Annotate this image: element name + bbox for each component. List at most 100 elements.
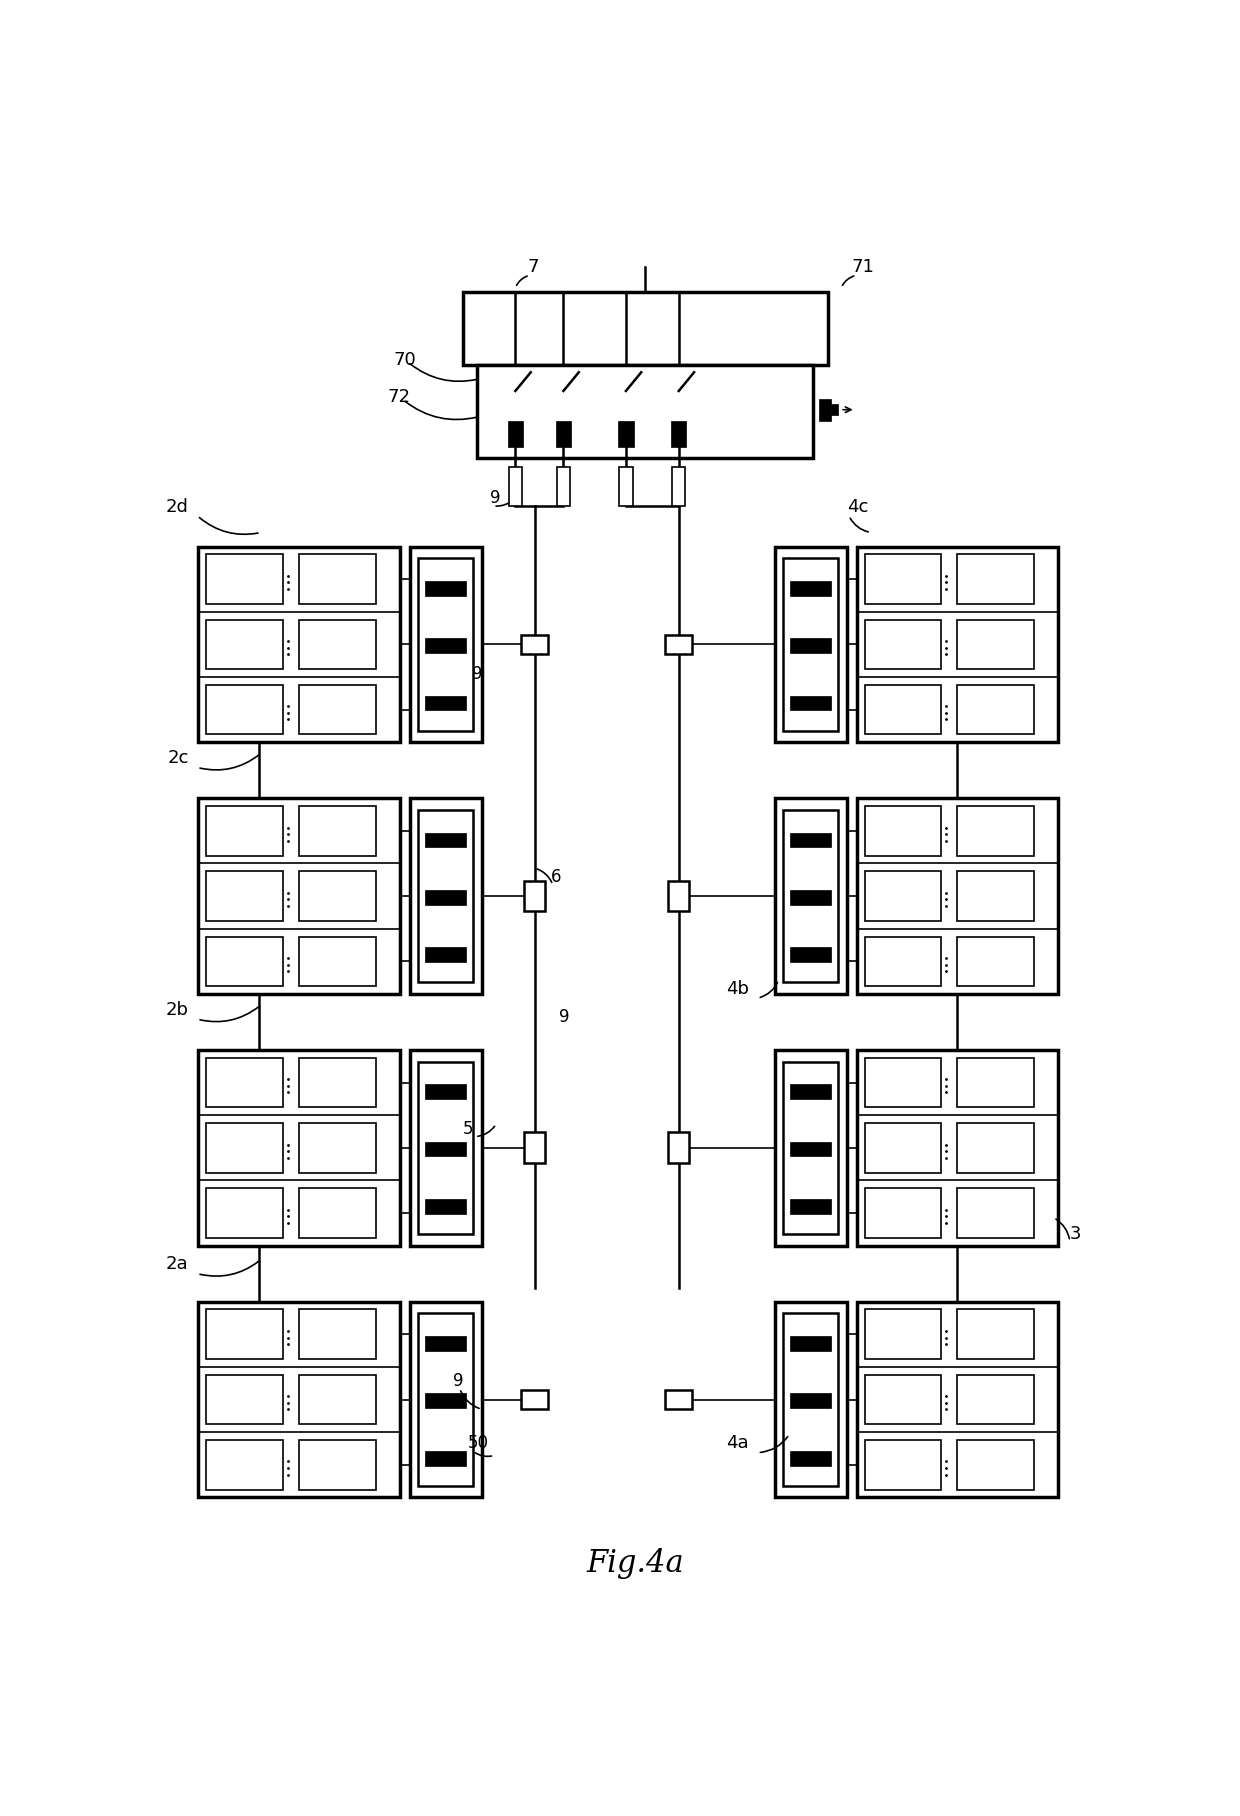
- Polygon shape: [409, 1302, 481, 1498]
- Polygon shape: [957, 1188, 1034, 1239]
- Polygon shape: [425, 639, 466, 654]
- Polygon shape: [671, 421, 687, 447]
- Polygon shape: [619, 467, 632, 507]
- Polygon shape: [299, 937, 376, 986]
- Polygon shape: [299, 1122, 376, 1173]
- Polygon shape: [409, 799, 481, 993]
- Polygon shape: [790, 1337, 832, 1351]
- Polygon shape: [425, 948, 466, 962]
- Polygon shape: [206, 619, 283, 670]
- Polygon shape: [299, 806, 376, 855]
- Polygon shape: [864, 806, 941, 855]
- Polygon shape: [775, 799, 847, 993]
- Polygon shape: [206, 1057, 283, 1108]
- Polygon shape: [198, 1302, 401, 1498]
- Polygon shape: [198, 799, 401, 993]
- Polygon shape: [857, 1302, 1058, 1498]
- Polygon shape: [864, 872, 941, 921]
- Polygon shape: [957, 619, 1034, 670]
- Polygon shape: [864, 1057, 941, 1108]
- Polygon shape: [556, 421, 572, 447]
- Text: 2a: 2a: [166, 1255, 188, 1273]
- Polygon shape: [425, 696, 466, 710]
- Polygon shape: [425, 1199, 466, 1213]
- Polygon shape: [521, 1389, 548, 1409]
- Polygon shape: [418, 810, 474, 982]
- Text: 2b: 2b: [166, 1001, 188, 1019]
- Polygon shape: [790, 1451, 832, 1466]
- Polygon shape: [666, 1389, 692, 1409]
- Polygon shape: [206, 1188, 283, 1239]
- Text: 4c: 4c: [847, 498, 868, 516]
- Polygon shape: [790, 581, 832, 596]
- Polygon shape: [525, 1133, 546, 1164]
- Text: 50: 50: [467, 1435, 489, 1453]
- Polygon shape: [557, 467, 570, 507]
- Polygon shape: [425, 1451, 466, 1466]
- Polygon shape: [666, 634, 692, 654]
- Polygon shape: [784, 1313, 838, 1485]
- Polygon shape: [525, 881, 546, 912]
- Text: 9: 9: [453, 1371, 464, 1389]
- Text: 9: 9: [472, 665, 482, 683]
- Text: 72: 72: [388, 389, 410, 407]
- Polygon shape: [425, 832, 466, 848]
- Text: 9: 9: [558, 1008, 569, 1026]
- Text: 9: 9: [490, 489, 501, 507]
- Polygon shape: [864, 1440, 941, 1489]
- Polygon shape: [864, 1309, 941, 1358]
- Polygon shape: [299, 685, 376, 734]
- Polygon shape: [206, 1122, 283, 1173]
- Polygon shape: [857, 547, 1058, 743]
- Polygon shape: [784, 1062, 838, 1233]
- Polygon shape: [299, 1057, 376, 1108]
- Polygon shape: [418, 1313, 474, 1485]
- Polygon shape: [957, 1440, 1034, 1489]
- Text: 2c: 2c: [167, 750, 188, 768]
- Polygon shape: [790, 1142, 832, 1157]
- Polygon shape: [864, 1375, 941, 1424]
- Polygon shape: [864, 1122, 941, 1173]
- Polygon shape: [957, 1375, 1034, 1424]
- Polygon shape: [299, 1188, 376, 1239]
- Polygon shape: [198, 547, 401, 743]
- Polygon shape: [425, 1084, 466, 1099]
- Polygon shape: [864, 937, 941, 986]
- Polygon shape: [864, 554, 941, 605]
- Polygon shape: [425, 890, 466, 904]
- Polygon shape: [425, 1142, 466, 1157]
- Polygon shape: [864, 1188, 941, 1239]
- Polygon shape: [864, 619, 941, 670]
- Polygon shape: [418, 1062, 474, 1233]
- Polygon shape: [775, 1302, 847, 1498]
- Polygon shape: [957, 1309, 1034, 1358]
- Polygon shape: [672, 467, 686, 507]
- Text: 71: 71: [852, 258, 874, 276]
- Polygon shape: [299, 619, 376, 670]
- Polygon shape: [790, 832, 832, 848]
- Polygon shape: [409, 1050, 481, 1246]
- Polygon shape: [418, 558, 474, 730]
- Polygon shape: [820, 398, 831, 421]
- Text: 5: 5: [463, 1120, 472, 1139]
- Polygon shape: [299, 872, 376, 921]
- Text: 4a: 4a: [727, 1435, 749, 1453]
- Polygon shape: [790, 1084, 832, 1099]
- Polygon shape: [957, 685, 1034, 734]
- Text: 70: 70: [393, 350, 417, 369]
- Polygon shape: [784, 558, 838, 730]
- Polygon shape: [463, 292, 828, 365]
- Polygon shape: [299, 1309, 376, 1358]
- Polygon shape: [790, 890, 832, 904]
- Polygon shape: [775, 547, 847, 743]
- Polygon shape: [206, 806, 283, 855]
- Polygon shape: [299, 1440, 376, 1489]
- Text: 3: 3: [1070, 1224, 1081, 1242]
- Polygon shape: [790, 1393, 832, 1407]
- Polygon shape: [790, 696, 832, 710]
- Polygon shape: [857, 799, 1058, 993]
- Polygon shape: [409, 547, 481, 743]
- Polygon shape: [299, 1375, 376, 1424]
- Polygon shape: [831, 405, 838, 416]
- Text: 6: 6: [551, 868, 562, 886]
